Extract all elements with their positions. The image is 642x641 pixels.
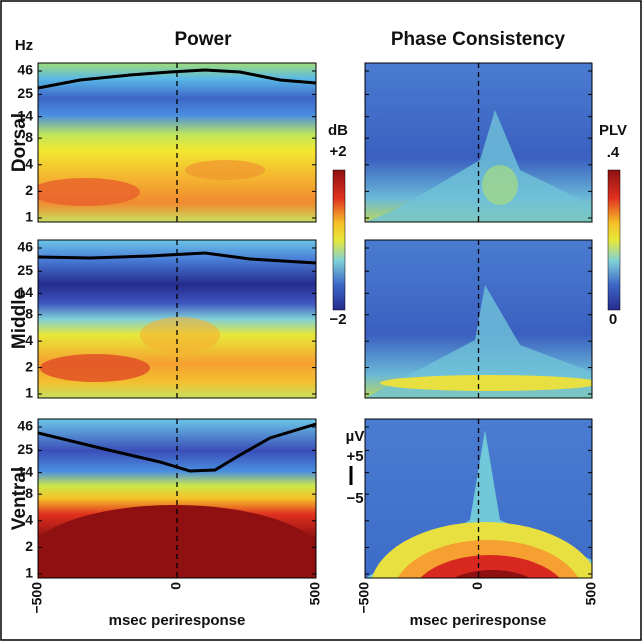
scale-label: +2 [329,143,346,160]
y-tick-label: 14 [17,463,33,479]
x-tick-label: −500 [29,582,45,614]
row-label: Middle [9,289,30,349]
scale-unit: PLV [599,122,627,139]
y-tick-label: 1 [25,565,33,581]
column-title: Phase Consistency [391,29,566,50]
y-tick-label: 8 [25,485,33,501]
y-tick-label: 1 [25,385,33,401]
row-label: Dorsal [9,113,30,172]
heatmap [365,240,592,398]
x-tick-label: 0 [168,582,184,590]
y-tick-label: 25 [17,441,33,457]
y-tick-label: 2 [25,182,33,198]
y-tick-label: 46 [17,239,33,255]
y-tick-label: 8 [25,129,33,145]
scale-label: .4 [607,144,620,161]
x-axis-label: msec periresponse [109,612,246,629]
y-tick-label: 1 [25,209,33,225]
scale-unit: dB [328,122,348,139]
scale-label: −5 [346,490,363,507]
row-label: Ventral [9,467,30,530]
x-tick-label: 500 [307,582,323,606]
y-tick-label: 2 [25,358,33,374]
y-tick-label: 46 [17,418,33,434]
heatmap [365,419,592,578]
y-unit: Hz [15,37,33,54]
heatmap [38,240,316,398]
x-tick-label: 500 [583,582,599,606]
y-tick-label: 14 [17,107,33,123]
y-tick-label: 8 [25,305,33,321]
x-tick-label: −500 [356,582,372,614]
column-title: Power [174,29,232,50]
y-tick-label: 2 [25,538,33,554]
heatmap [38,63,316,222]
scale-label: 0 [609,311,617,328]
y-tick-label: 25 [17,262,33,278]
x-tick-label: 0 [469,582,485,590]
y-tick-label: 4 [25,332,33,348]
y-tick-label: 46 [17,62,33,78]
scale-label: −2 [329,311,346,328]
y-tick-label: 4 [25,511,33,527]
y-tick-label: 25 [17,85,33,101]
colorbar [332,169,346,311]
x-axis-label: msec periresponse [410,612,547,629]
y-tick-label: 14 [17,284,33,300]
heatmap [38,419,316,578]
scale-unit: µV [346,428,365,445]
colorbar [607,169,621,311]
scale-label: +5 [346,448,363,465]
y-tick-label: 4 [25,155,33,171]
